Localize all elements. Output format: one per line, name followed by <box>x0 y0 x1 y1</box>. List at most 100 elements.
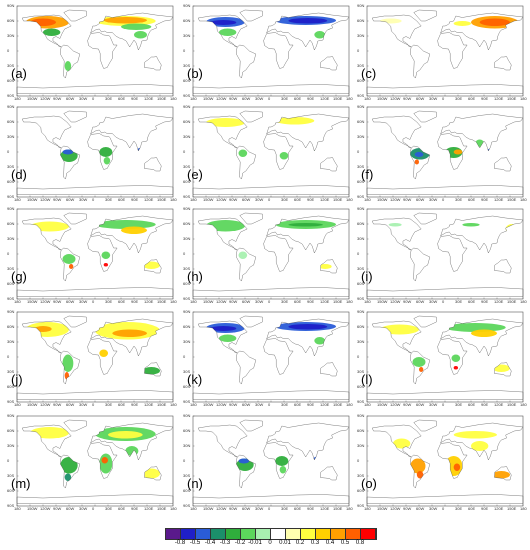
map-frame <box>16 106 174 198</box>
lat-label: 60N <box>357 18 365 23</box>
lat-label: 0 <box>357 48 360 53</box>
lon-label: 0 <box>268 402 271 407</box>
coastline <box>90 12 174 51</box>
lat-label: 60S <box>357 179 365 184</box>
coastline <box>87 133 118 170</box>
lon-label: 60W <box>416 96 425 101</box>
lat-label: 90S <box>183 194 191 199</box>
lat-label: 60N <box>183 428 191 433</box>
lon-label: 0 <box>92 197 95 202</box>
lon-label: 180 <box>346 506 353 511</box>
lon-label: 120W <box>390 299 401 304</box>
lat-label: 0 <box>357 149 360 154</box>
lat-label: 0 <box>183 149 186 154</box>
lat-label: 30N <box>357 339 365 344</box>
lon-label: 180 <box>346 96 353 101</box>
lon-label: 120W <box>390 402 401 407</box>
data-patch <box>314 31 326 39</box>
colorbar-tick-label: 0.8 <box>355 540 365 546</box>
colorbar-tick-label: 0.01 <box>279 540 291 546</box>
lon-label: 180 <box>346 402 353 407</box>
data-patch <box>453 463 461 471</box>
coastline <box>60 350 81 385</box>
lat-label: 30S <box>7 369 15 374</box>
colorbar-tick-label: -0.4 <box>204 540 216 546</box>
colorbar-tick-label: 0.5 <box>340 540 350 546</box>
coastline <box>236 145 257 180</box>
lon-label: 150W <box>27 506 38 511</box>
lon-label: 150W <box>203 506 214 511</box>
world-map <box>192 415 350 507</box>
lon-label: 0 <box>442 96 445 101</box>
map-frame <box>366 415 524 507</box>
coastline <box>410 247 431 282</box>
data-patch <box>416 471 424 479</box>
lat-label: 90S <box>7 399 15 404</box>
lat-label: 90S <box>183 503 191 508</box>
data-patch <box>453 21 471 26</box>
colorbar-tick-label: 0.3 <box>310 540 320 546</box>
lon-label: 120W <box>40 506 51 511</box>
lat-label: 60S <box>183 488 191 493</box>
lon-label: 150E <box>157 197 167 202</box>
coastline <box>437 235 468 272</box>
lon-label: 90E <box>307 299 315 304</box>
lon-label: 60W <box>66 402 75 407</box>
map-panel: 90N 60N 30N 0 30S 60S 90S 180 150W 120W 90W 60W 30W 0… <box>183 4 353 104</box>
world-map <box>366 311 524 403</box>
lon-label: 150W <box>377 299 388 304</box>
colorbar-tick-label: -0.8 <box>174 540 186 546</box>
colorbar-swatch <box>301 529 316 539</box>
lat-label: 30S <box>183 164 191 169</box>
lon-label: 180 <box>364 96 371 101</box>
lon-label: 120W <box>40 299 51 304</box>
data-patch <box>101 251 111 259</box>
lon-label: 180 <box>190 506 197 511</box>
lon-label: 90E <box>481 96 489 101</box>
coastline <box>63 212 87 225</box>
data-patch <box>275 117 315 125</box>
lat-label: 90N <box>183 104 191 109</box>
lon-label: 180 <box>170 96 177 101</box>
lon-label: 90E <box>131 506 139 511</box>
map-panel: 90N 60N 30N 0 30S 60S 90S 180 150W 120W 90W 60W 30W 0… <box>357 4 527 104</box>
lon-label: 150E <box>507 197 517 202</box>
lat-label: 0 <box>357 251 360 256</box>
coastline <box>263 32 294 69</box>
coastline <box>60 44 81 79</box>
lon-label: 30W <box>255 197 264 202</box>
lon-label: 150W <box>27 299 38 304</box>
coastline <box>266 12 350 51</box>
lat-label: 90S <box>357 194 365 199</box>
lat-label: 60N <box>7 18 15 23</box>
map-panel: 90N 60N 30N 0 30S 60S 90S 180 150W 120W 90W 60W 30W 0… <box>7 414 177 514</box>
lat-label: 30N <box>183 134 191 139</box>
lon-label: 90W <box>403 197 412 202</box>
lon-label: 180 <box>190 197 197 202</box>
data-patch <box>288 223 323 227</box>
colorbar-swatch <box>196 529 211 539</box>
colorbar-tick-label: 0.2 <box>295 540 305 546</box>
colorbar-swatch <box>271 529 286 539</box>
lon-label: 90E <box>481 197 489 202</box>
lat-label: 30N <box>357 134 365 139</box>
panel-label: (i) <box>361 269 373 284</box>
lon-label: 180 <box>520 402 527 407</box>
lon-label: 150W <box>377 402 388 407</box>
lon-label: 30E <box>105 506 113 511</box>
coastline <box>63 419 87 432</box>
data-patch <box>206 118 245 127</box>
coastline <box>21 115 72 149</box>
lon-label: 60E <box>468 402 476 407</box>
lon-label: 180 <box>346 299 353 304</box>
lat-label: 30S <box>7 164 15 169</box>
lon-label: 60W <box>242 96 251 101</box>
coastline <box>366 494 524 504</box>
colorbar-swatch <box>256 529 271 539</box>
lat-label: 0 <box>357 354 360 359</box>
data-patch <box>414 152 424 157</box>
panel-label: (a) <box>11 66 27 81</box>
map-panel: 90N 60N 30N 0 30S 60S 90S 180 150W 120W 90W 60W 30W 0… <box>7 105 177 205</box>
lat-label: 90N <box>357 104 365 109</box>
lon-label: 0 <box>92 96 95 101</box>
